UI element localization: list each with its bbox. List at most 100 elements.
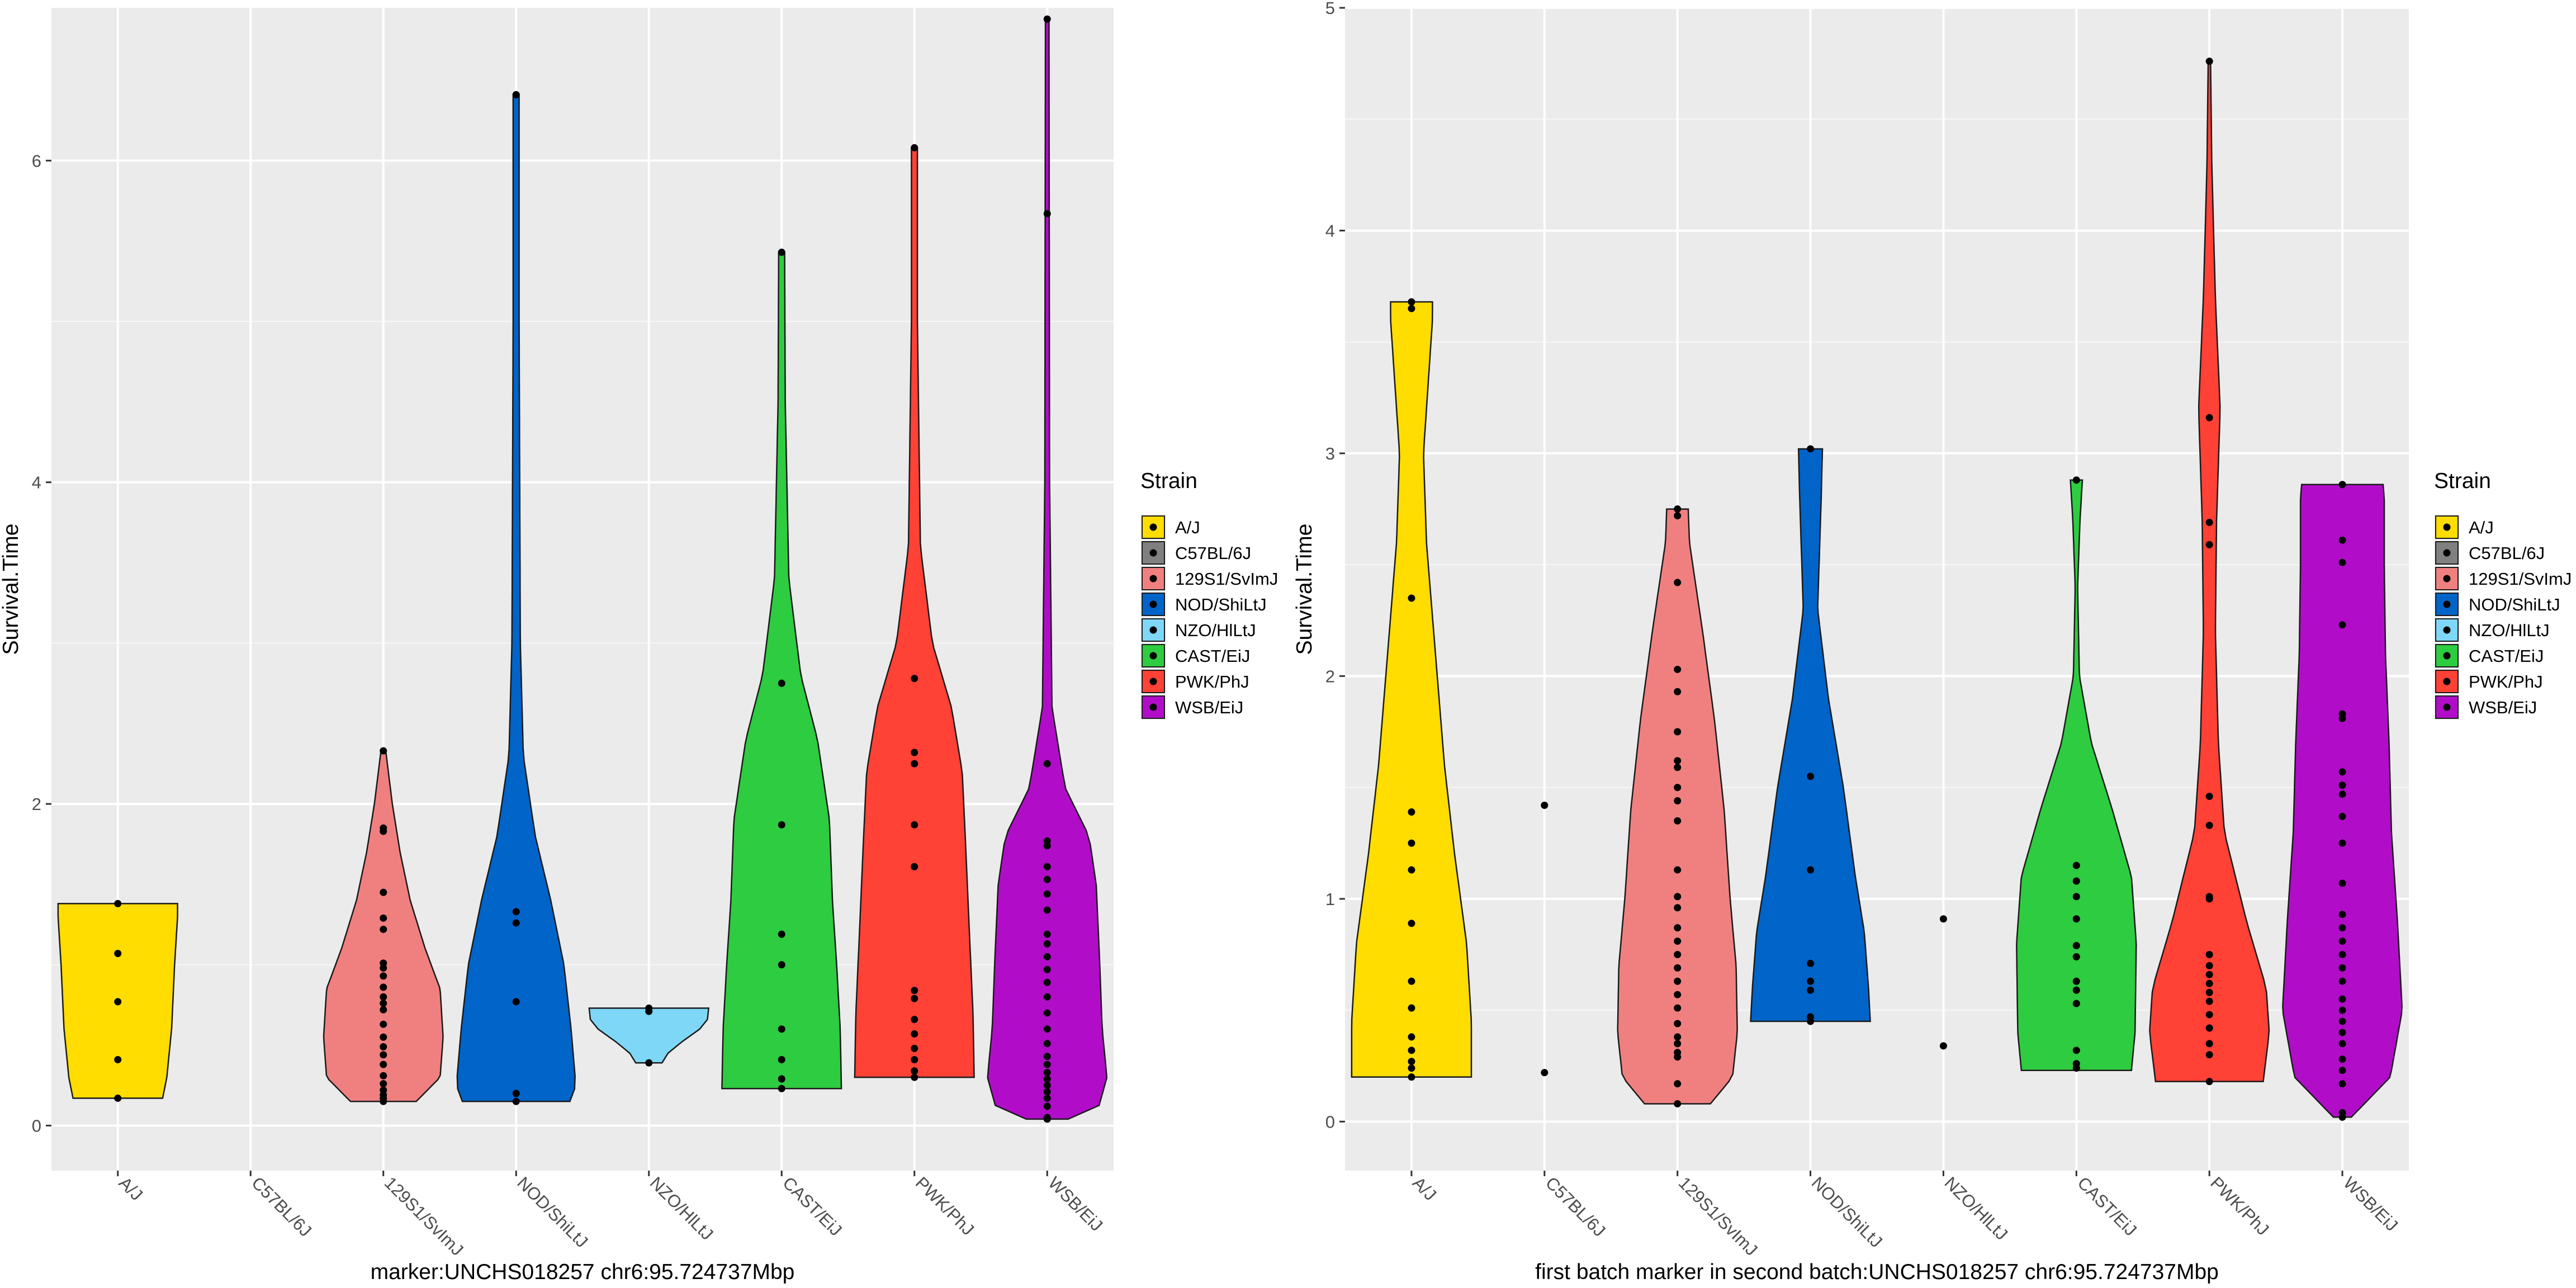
data-point-a-j — [114, 950, 122, 958]
data-point-a-j — [1408, 866, 1415, 874]
data-point-nzo-hlltj — [1939, 915, 1947, 923]
legend-label-129s1-svimj: 129S1/SvImJ — [1175, 569, 1278, 589]
data-point-a-j — [1408, 1073, 1415, 1081]
y-tick-label: 6 — [32, 151, 41, 171]
legend-label-nzo-hlltj: NZO/HlLtJ — [1175, 621, 1256, 640]
data-point-129s1-svimj — [1674, 512, 1682, 520]
legend-key-point — [2443, 678, 2451, 685]
violin-nzo-hlltj — [588, 1007, 709, 1064]
data-point-wsb-eij — [2338, 977, 2346, 985]
data-point-cast-eij — [778, 1085, 785, 1092]
data-point-129s1-svimj — [380, 972, 387, 980]
legend-label-a-j: A/J — [2469, 518, 2494, 537]
data-point-pwk-phj — [2205, 518, 2213, 526]
data-point-129s1-svimj — [1674, 1053, 1682, 1061]
data-point-129s1-svimj — [1674, 1080, 1682, 1088]
data-point-a-j — [1408, 1058, 1415, 1066]
violin-nod-shiltj — [1750, 448, 1871, 1022]
legend-key-point — [2443, 600, 2451, 608]
data-point-129s1-svimj — [380, 914, 387, 922]
x-tick-label-c57bl-6j: C57BL/6J — [1542, 1173, 1609, 1240]
y-tick-label: 2 — [1325, 666, 1335, 686]
data-point-129s1-svimj — [1674, 1020, 1682, 1027]
legend-key-point — [1149, 703, 1157, 711]
data-point-pwk-phj — [911, 995, 918, 1002]
data-point-wsb-eij — [2338, 1055, 2346, 1063]
legend-key-point — [1149, 549, 1157, 557]
data-point-pwk-phj — [2205, 950, 2213, 958]
legend-label-pwk-phj: PWK/PhJ — [2469, 672, 2543, 692]
legend-key-point — [1149, 575, 1157, 583]
data-point-wsb-eij — [1043, 890, 1051, 898]
data-point-129s1-svimj — [1674, 1040, 1682, 1048]
data-point-pwk-phj — [911, 821, 918, 828]
data-point-wsb-eij — [2338, 621, 2346, 629]
data-point-wsb-eij — [2338, 714, 2346, 722]
data-point-pwk-phj — [2205, 1024, 2213, 1032]
data-point-wsb-eij — [1043, 965, 1051, 973]
data-point-wsb-eij — [2338, 812, 2346, 820]
data-point-wsb-eij — [2338, 782, 2346, 789]
data-point-pwk-phj — [2205, 1078, 2213, 1086]
data-point-wsb-eij — [2338, 536, 2346, 544]
data-point-cast-eij — [2072, 1064, 2080, 1072]
data-point-wsb-eij — [1043, 1060, 1051, 1068]
data-point-wsb-eij — [2338, 1113, 2346, 1121]
x-tick-label-nzo-hlltj: NZO/HlLtJ — [646, 1173, 717, 1244]
data-point-a-j — [1408, 920, 1415, 927]
data-point-cast-eij — [2072, 1000, 2080, 1007]
data-point-a-j — [114, 1095, 122, 1102]
y-tick-label: 2 — [32, 794, 41, 814]
data-point-wsb-eij — [2338, 995, 2346, 1003]
data-point-129s1-svimj — [380, 1051, 387, 1059]
data-point-nod-shiltj — [512, 1090, 520, 1097]
data-point-129s1-svimj — [380, 983, 387, 991]
data-point-pwk-phj — [2205, 58, 2213, 65]
data-point-a-j — [1408, 594, 1415, 602]
data-point-nod-shiltj — [512, 998, 520, 1006]
data-point-wsb-eij — [2338, 1006, 2346, 1014]
data-point-pwk-phj — [911, 1055, 918, 1063]
data-point-wsb-eij — [1043, 1115, 1051, 1123]
legend-label-nod-shiltj: NOD/ShiLtJ — [2469, 595, 2560, 614]
data-point-129s1-svimj — [1674, 950, 1682, 958]
data-point-nod-shiltj — [512, 1097, 520, 1105]
y-axis-label: Survival.Time — [0, 524, 23, 655]
data-point-wsb-eij — [2338, 879, 2346, 887]
data-point-129s1-svimj — [380, 1060, 387, 1068]
data-point-wsb-eij — [1043, 940, 1051, 948]
legend-label-wsb-eij: WSB/EiJ — [2469, 698, 2537, 717]
data-point-wsb-eij — [1043, 1075, 1051, 1083]
legend-title: Strain — [2434, 469, 2491, 493]
data-point-129s1-svimj — [380, 993, 387, 1001]
data-point-129s1-svimj — [1674, 728, 1682, 736]
data-point-wsb-eij — [1043, 1082, 1051, 1090]
x-tick-label-nzo-hlltj: NZO/HlLtJ — [1940, 1173, 2011, 1244]
data-point-wsb-eij — [1043, 930, 1051, 938]
data-point-nzo-hlltj — [645, 1059, 653, 1067]
data-point-c57bl-6j — [1541, 802, 1549, 809]
data-point-wsb-eij — [2338, 790, 2346, 798]
data-point-cast-eij — [778, 961, 785, 969]
data-point-wsb-eij — [1043, 15, 1051, 23]
data-point-cast-eij — [778, 248, 785, 256]
data-point-pwk-phj — [2205, 793, 2213, 801]
legend-label-nzo-hlltj: NZO/HlLtJ — [2469, 621, 2550, 640]
x-tick-label-nod-shiltj: NOD/ShiLtJ — [1808, 1173, 1886, 1251]
data-point-wsb-eij — [2338, 937, 2346, 945]
data-point-nod-shiltj — [512, 919, 520, 927]
x-axis-label: marker:UNCHS018257 chr6:95.724737Mbp — [371, 1260, 795, 1284]
data-point-129s1-svimj — [380, 1000, 387, 1007]
x-tick-label-129s1-svimj: 129S1/SvImJ — [1675, 1173, 1761, 1259]
data-point-129s1-svimj — [380, 1033, 387, 1041]
data-point-a-j — [1408, 1046, 1415, 1054]
legend-label-129s1-svimj: 129S1/SvImJ — [2469, 569, 2572, 589]
data-point-wsb-eij — [2338, 1040, 2346, 1048]
y-tick-label: 4 — [32, 473, 41, 493]
data-point-cast-eij — [2072, 986, 2080, 994]
data-point-nod-shiltj — [1807, 773, 1815, 780]
data-point-wsb-eij — [1043, 1009, 1051, 1017]
legend-key-point — [1149, 523, 1157, 531]
legend-label-wsb-eij: WSB/EiJ — [1175, 698, 1243, 717]
data-point-a-j — [1408, 839, 1415, 847]
